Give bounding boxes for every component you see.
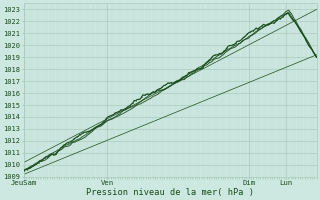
X-axis label: Pression niveau de la mer( hPa ): Pression niveau de la mer( hPa ) [86, 188, 254, 197]
